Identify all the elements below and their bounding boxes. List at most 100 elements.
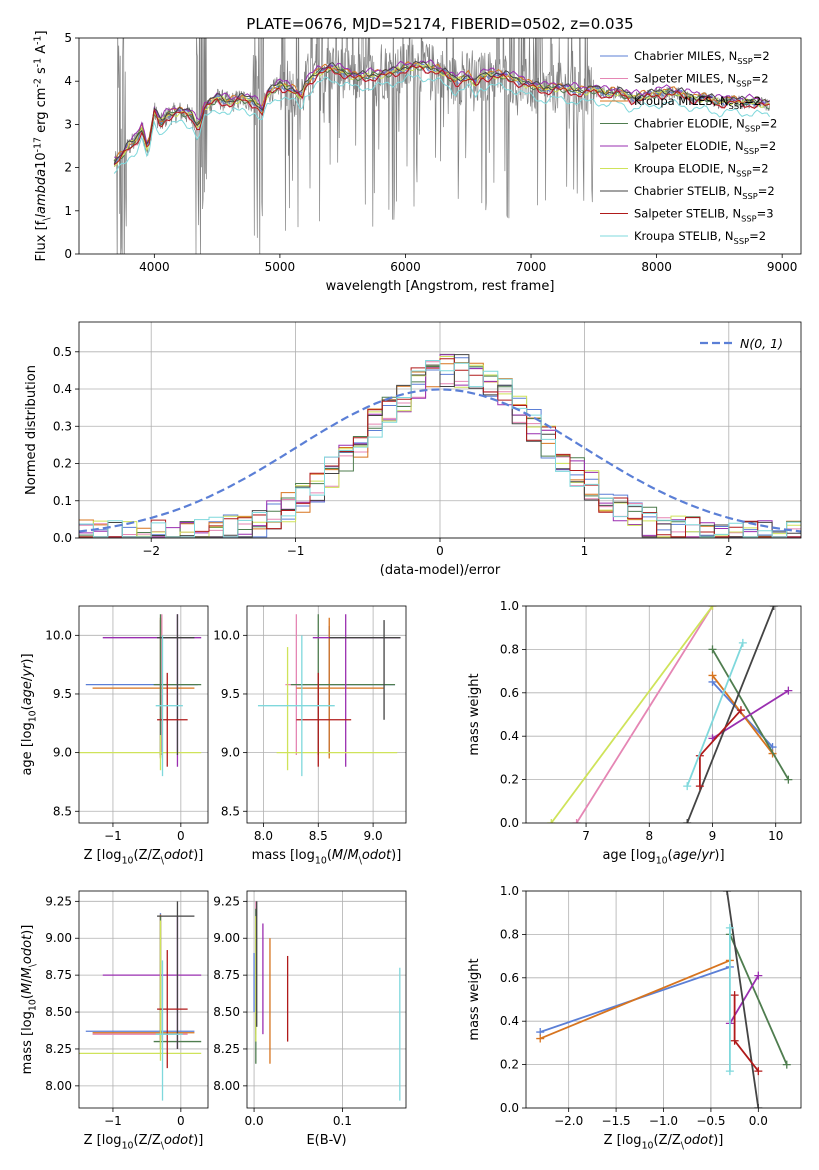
spectrum-xlabel: wavelength [Angstrom, rest frame] [326, 279, 555, 294]
weight-age-marker [708, 606, 717, 610]
mass_vs_ebv-ytick-label: 8.25 [213, 1042, 240, 1056]
weight_vs_z-xtick-label: −0.5 [696, 1114, 725, 1128]
weight-age-marker [695, 782, 704, 791]
residuals-ytick-label: 0.1 [53, 494, 72, 508]
weight_vs_age-xtick-label: 8 [645, 829, 653, 843]
weight-z-line [726, 891, 760, 1108]
weight_vs_z-ytick-label: 0.6 [500, 971, 519, 985]
legend-entry: Chabrier STELIB, NSSP=2 [634, 184, 775, 201]
mass_vs_z-ytick-label: 8.25 [45, 1042, 72, 1056]
mass_vs_ebv-xtick-label: 0.0 [245, 1114, 264, 1128]
weight_vs_z-xtick-label: −1.0 [649, 1114, 678, 1128]
legend-entry: Kroupa ELODIE, NSSP=2 [634, 162, 769, 179]
age_vs_z-axes: −1 0 8.5 9.0 9.5 10.0 Z [log10(Z/Z\odot)] age [… [20, 605, 209, 867]
mass_vs_ebv-plot-area [253, 901, 401, 1101]
spectrum-xtick-label: 4000 [139, 260, 170, 274]
age_vs_mass-ytick-label: 9.0 [221, 746, 240, 760]
residuals-ytick-label: 0.4 [53, 382, 72, 396]
histogram-step [79, 360, 801, 538]
weight_vs_z-xtick-label: −1.5 [602, 1114, 631, 1128]
age_vs_z-ytick-label: 10.0 [45, 628, 72, 642]
spectrum-model-line [113, 59, 770, 159]
spectrum-model-line [113, 63, 770, 167]
legend-entry: Salpeter ELODIE, NSSP=2 [634, 139, 776, 156]
weight_vs_z-plot-area [536, 891, 791, 1108]
weight_vs_age-ylabel: mass weight [467, 673, 482, 755]
residuals-ytick-label: 0.0 [53, 531, 72, 545]
residuals-plot-area [79, 353, 801, 538]
weight-age-line [711, 674, 774, 755]
weight_vs_z-xlabel: Z [log10(Z/Z\odot)] [604, 1133, 724, 1152]
mass_vs_ebv-axes: 0.0 0.1 8.00 8.25 8.50 8.75 9.00 9.25 E(B-V) [213, 890, 407, 1148]
weight_vs_age-ytick-label: 0.6 [500, 686, 519, 700]
mass_vs_z-xlabel: Z [log10(Z/Z\odot)] [84, 1133, 204, 1152]
spectrum-data-line [113, 38, 770, 254]
mass_vs_z-plot-area [79, 901, 202, 1101]
gaussian-curve [79, 388, 801, 533]
mass_vs_z-ytick-label: 8.50 [45, 1005, 72, 1019]
weight_vs_age-frame [525, 605, 802, 824]
weight-age-marker [769, 606, 778, 610]
age_vs_mass-frame [246, 605, 407, 824]
mass_vs_ebv-ytick-label: 8.75 [213, 968, 240, 982]
weight_vs_age-ytick-label: 0.4 [500, 729, 519, 743]
weight_vs_age-xtick-label: 7 [582, 829, 590, 843]
weight-z-marker [782, 1060, 791, 1069]
age_vs_z-ytick-label: 8.5 [53, 804, 72, 818]
weight_vs_z-frame [525, 890, 802, 1109]
weight_vs_z-ytick-label: 0.8 [500, 927, 519, 941]
weight-age-marker [683, 782, 692, 791]
weight_vs_age-xlabel: age [log10(age/yr)] [602, 848, 724, 867]
weight_vs_z-ytick-label: 0.4 [500, 1014, 519, 1028]
age_vs_mass-xtick-label: 9.0 [364, 829, 383, 843]
spectrum-axes: 4000 5000 6000 7000 8000 9000 0 1 2 3 4 5 wavelength… [32, 30, 802, 294]
age_vs_mass-xtick-label: 8.0 [254, 829, 273, 843]
residuals-xtick-label: −1 [287, 544, 305, 558]
residuals-xtick-label: 0 [436, 544, 444, 558]
mass_vs_ebv-xtick-label: 0.1 [333, 1114, 352, 1128]
spectrum-ytick-label: 1 [64, 204, 72, 218]
mass_vs_ebv-ytick-label: 8.00 [213, 1079, 240, 1093]
spectrum-model-line [113, 65, 770, 166]
weight-age-marker [784, 775, 793, 784]
age_vs_z-xtick-label: −1 [104, 829, 122, 843]
age_vs_mass-ytick-label: 9.5 [221, 687, 240, 701]
mass_vs_z-ytick-label: 8.75 [45, 968, 72, 982]
age_vs_z-xtick-label: 0 [177, 829, 185, 843]
weight-z-line [733, 995, 760, 1072]
residuals-xlabel: (data-model)/error [380, 563, 501, 578]
mass_vs_z-axes: −1 0 8.00 8.25 8.50 8.75 9.00 9.25 Z [log10(Z/Z\… [20, 890, 209, 1152]
weight-z-marker [725, 1067, 734, 1076]
age_vs_z-ytick-label: 9.5 [53, 687, 72, 701]
age_vs_z-frame [78, 605, 209, 824]
legend-entry: Salpeter STELIB, NSSP=3 [634, 207, 774, 224]
weight-age-marker [736, 706, 745, 715]
weight-age-marker [547, 819, 556, 823]
weight-age-line [550, 606, 714, 823]
age_vs_z-ytick-label: 9.0 [53, 746, 72, 760]
age_vs_z-xlabel: Z [log10(Z/Z\odot)] [84, 848, 204, 867]
spectrum-ytick-label: 2 [64, 161, 72, 175]
mass_vs_ebv-ytick-label: 9.25 [213, 894, 240, 908]
spectrum-xtick-label: 6000 [390, 260, 421, 274]
spectrum-plot-area [113, 38, 771, 254]
age_vs_mass-ytick-label: 8.5 [221, 804, 240, 818]
weight-age-marker [738, 638, 747, 647]
age_vs_z-ylabel: age [log10(age/yr)] [20, 653, 39, 775]
legend-entry: Kroupa MILES, NSSP=2 [634, 94, 761, 111]
spectrum-xtick-label: 5000 [265, 260, 296, 274]
residuals-frame [78, 321, 802, 539]
figure-title: PLATE=0676, MJD=52174, FIBERID=0502, z=0… [246, 15, 633, 33]
mass_vs_z-ytick-label: 9.25 [45, 894, 72, 908]
spectrum-frame [78, 37, 802, 255]
mass_vs_z-ytick-label: 8.00 [45, 1079, 72, 1093]
spectrum-legend: Chabrier MILES, NSSP=2 Salpeter MILES, NS… [600, 49, 777, 246]
mass_vs_z-xtick-label: 0 [177, 1114, 185, 1128]
weight_vs_z-ylabel: mass weight [467, 958, 482, 1040]
weight-age-marker [784, 686, 793, 695]
weight-age-line [712, 689, 789, 740]
weight_vs_z-ytick-label: 0.0 [500, 1101, 519, 1115]
residuals-ytick-label: 0.2 [53, 457, 72, 471]
weight-z-marker [730, 1036, 739, 1045]
